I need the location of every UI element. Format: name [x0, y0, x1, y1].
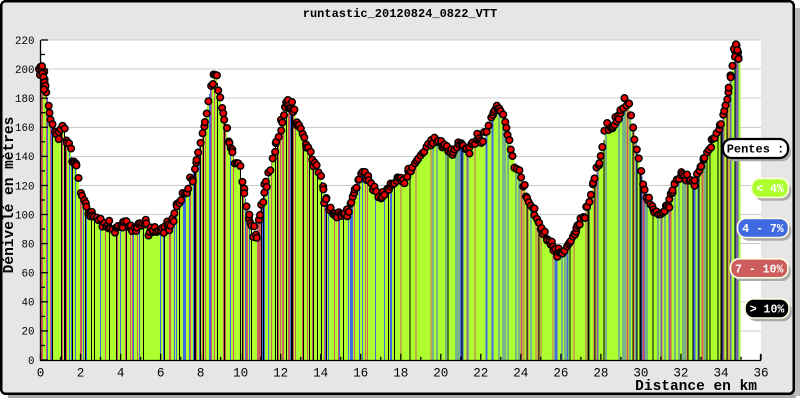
svg-text:2: 2 — [77, 366, 85, 380]
svg-text:180: 180 — [15, 94, 34, 106]
svg-text:14: 14 — [313, 366, 328, 380]
svg-text:7 - 10%: 7 - 10% — [735, 263, 783, 276]
svg-text:24: 24 — [513, 366, 528, 380]
svg-text:36: 36 — [753, 366, 768, 380]
svg-text:140: 140 — [15, 152, 34, 164]
svg-text:10: 10 — [233, 366, 248, 380]
svg-text:4: 4 — [117, 366, 125, 380]
svg-text:> 10%: > 10% — [750, 304, 785, 317]
svg-text:20: 20 — [433, 366, 448, 380]
svg-text:Pentes :: Pentes : — [727, 143, 785, 157]
svg-text:runtastic_20120824_0822_VTT: runtastic_20120824_0822_VTT — [303, 7, 497, 21]
svg-text:8: 8 — [197, 366, 205, 380]
svg-text:22: 22 — [473, 366, 488, 380]
svg-text:30: 30 — [633, 366, 648, 380]
svg-text:0: 0 — [37, 366, 45, 380]
svg-text:100: 100 — [15, 210, 34, 222]
svg-text:28: 28 — [593, 366, 608, 380]
svg-text:4 - 7%: 4 - 7% — [742, 223, 784, 236]
svg-text:< 4%: < 4% — [756, 183, 784, 196]
svg-text:16: 16 — [353, 366, 368, 380]
svg-text:34: 34 — [713, 366, 728, 380]
svg-text:Distance en km: Distance en km — [635, 379, 757, 395]
svg-text:0: 0 — [28, 356, 34, 368]
svg-text:32: 32 — [673, 366, 688, 380]
svg-text:Dénivelé en mètres: Dénivelé en mètres — [2, 117, 18, 274]
svg-text:26: 26 — [553, 366, 568, 380]
svg-text:200: 200 — [15, 65, 34, 77]
svg-text:6: 6 — [157, 366, 165, 380]
svg-text:20: 20 — [22, 327, 35, 339]
svg-text:18: 18 — [393, 366, 408, 380]
svg-text:160: 160 — [15, 123, 34, 135]
svg-text:120: 120 — [15, 181, 34, 193]
svg-text:80: 80 — [22, 239, 35, 251]
svg-text:220: 220 — [15, 36, 34, 48]
svg-text:12: 12 — [273, 366, 288, 380]
svg-text:40: 40 — [22, 298, 35, 310]
svg-text:60: 60 — [22, 269, 35, 281]
